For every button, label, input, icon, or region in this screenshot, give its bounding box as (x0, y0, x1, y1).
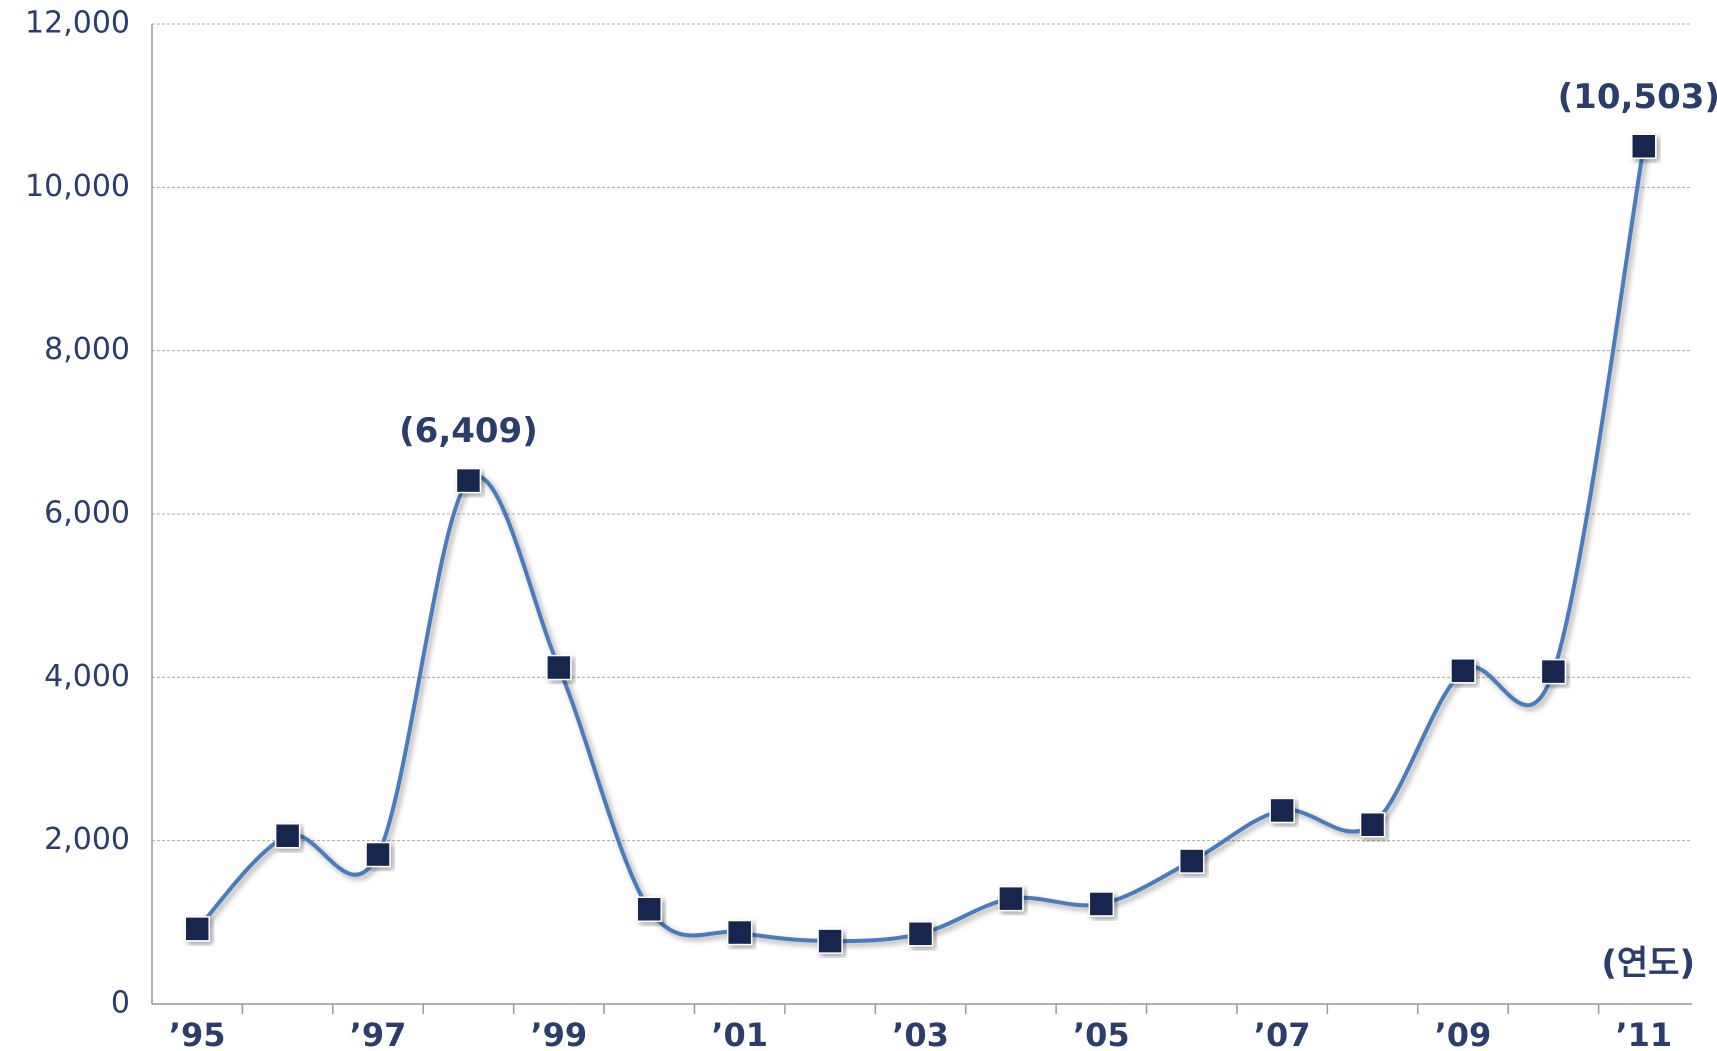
x-tick-label: ’99 (531, 1016, 588, 1051)
marker (1631, 133, 1657, 160)
marker (455, 467, 482, 494)
marker (726, 919, 753, 946)
y-tick-label: 6,000 (44, 496, 130, 531)
x-axis-label: (연도) (1601, 944, 1695, 984)
y-tick-label: 12,000 (25, 6, 130, 41)
marker (998, 885, 1024, 912)
marker (1178, 848, 1205, 874)
marker (636, 896, 663, 923)
x-tick-label: ’07 (1254, 1016, 1311, 1051)
x-tick-label: ’01 (711, 1016, 768, 1051)
marker (1540, 658, 1567, 685)
marker (1088, 891, 1115, 917)
y-tick-label: 4,000 (44, 659, 130, 694)
value-label: (6,409) (399, 411, 538, 451)
x-tick-label: ’95 (169, 1016, 226, 1051)
y-tick-label: 8,000 (44, 332, 130, 367)
marker (1450, 658, 1476, 684)
value-label: (10,503) (1558, 77, 1717, 117)
marker (365, 841, 391, 868)
x-tick-label: ’03 (892, 1016, 949, 1051)
marker (817, 928, 843, 954)
x-tick-label: ’97 (350, 1016, 407, 1051)
y-tick-label: 10,000 (25, 169, 130, 204)
marker (274, 823, 301, 849)
x-tick-label: ’11 (1615, 1016, 1672, 1051)
marker (184, 916, 210, 942)
marker (907, 921, 934, 947)
marker (546, 654, 572, 681)
x-tick-label: ’05 (1073, 1016, 1130, 1051)
y-tick-label: 0 (111, 986, 130, 1021)
series-line (195, 145, 1646, 944)
y-tick-label: 2,000 (44, 822, 130, 857)
marker (1269, 797, 1295, 824)
x-tick-label: ’09 (1435, 1016, 1492, 1051)
marker (1359, 811, 1386, 838)
